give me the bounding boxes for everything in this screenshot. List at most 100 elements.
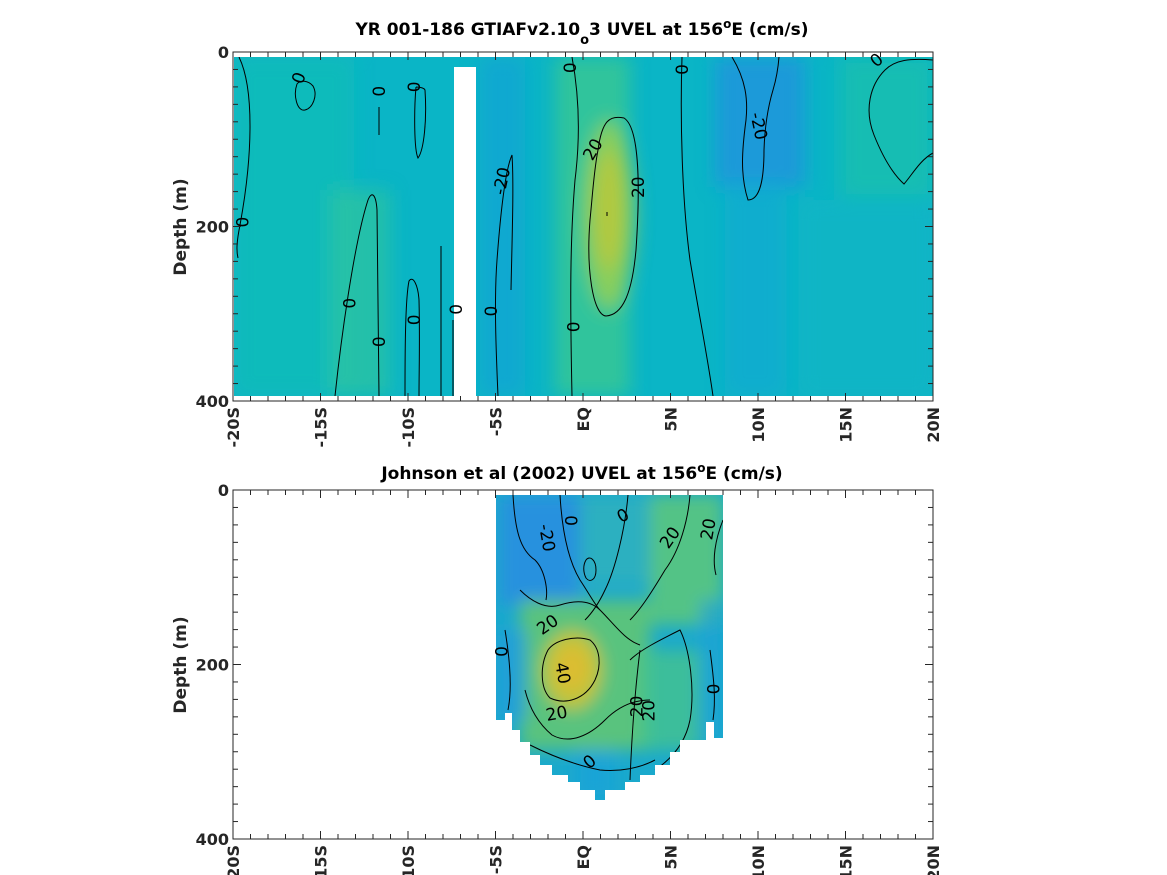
contour-label: 20 (629, 176, 649, 198)
x-tick-label: -20S (224, 845, 243, 875)
contour-label: 20 (627, 696, 647, 718)
y-tick-label: 400 (196, 392, 229, 411)
contour-line (713, 519, 723, 576)
heatmap-band (580, 495, 650, 585)
x-tick-label: -10S (399, 407, 418, 447)
heatmap-band (715, 57, 805, 187)
contour-label: 0 (704, 684, 724, 695)
contour-line (529, 744, 656, 771)
y-tick-label: 200 (196, 218, 229, 237)
contour-line (731, 57, 780, 201)
contour-label: 0 (447, 304, 467, 315)
title-part: o (580, 33, 589, 48)
title-part: o (697, 461, 705, 475)
x-tick-label: 5N (662, 407, 681, 432)
x-tick-label: 10N (749, 407, 768, 443)
y-tick-label: 200 (196, 656, 229, 675)
contour-lines (504, 495, 723, 781)
contour-line (524, 689, 651, 740)
contour-line (541, 637, 600, 702)
contour-label: 0 (405, 81, 425, 92)
contour-label: 0 (340, 298, 360, 309)
contour-line (583, 557, 597, 581)
title-part: YR 001-186 GTIAFv2.10 (354, 20, 580, 40)
x-tick-label: -20S (224, 407, 243, 447)
contour-label: 40 (550, 661, 573, 686)
x-tick-label: EQ (574, 407, 593, 432)
x-tick-label: 15N (837, 407, 856, 443)
x-tick-label: -15S (312, 407, 331, 447)
contour-line (629, 629, 693, 771)
title-part: Johnson et al (2002) UVEL at 156 (380, 464, 697, 484)
title-part: E (cm/s) (705, 464, 782, 484)
contour-line (570, 57, 579, 396)
contour-label: 0 (563, 515, 583, 526)
contour-line (404, 278, 420, 396)
heatmap-core (595, 150, 623, 270)
contour-line (559, 495, 601, 611)
x-tick-label: -10S (399, 845, 418, 875)
contour-line (519, 589, 641, 646)
y-axis-label: Depth (m) (171, 178, 191, 275)
contour-line (294, 80, 316, 111)
contour-line (504, 629, 511, 711)
heatmap-field (496, 495, 723, 800)
contour-line (584, 495, 629, 621)
x-tick-label: 15N (837, 845, 856, 875)
contour-line (588, 116, 639, 317)
x-tick-label: 5N (662, 845, 681, 870)
y-tick-label: 0 (218, 481, 229, 500)
contour-line (709, 649, 715, 721)
contour-label: -20 (534, 523, 559, 554)
heatmap-band (330, 190, 390, 396)
x-tick-label: 10N (749, 845, 768, 875)
x-tick-label: 20N (924, 845, 943, 875)
chart-title: Johnson et al (2002) UVEL at 156oE (cm/s… (380, 461, 782, 484)
heatmap-band (800, 200, 933, 396)
no-data-gap (454, 67, 476, 396)
contour-label: 20 (697, 517, 720, 542)
x-tick-label: -5S (487, 407, 506, 436)
contour-label: 0 (564, 321, 584, 332)
contour-line (236, 57, 251, 259)
heatmap-band (700, 600, 723, 740)
contour-line (512, 495, 548, 601)
x-tick-label: -15S (312, 845, 331, 875)
contour-line (629, 649, 641, 781)
contour-line (629, 495, 691, 621)
heatmap-field (234, 57, 933, 396)
contour-label: 0 (482, 306, 502, 317)
heatmap-band (840, 57, 933, 197)
y-tick-label: 0 (218, 43, 229, 62)
contour-line (680, 57, 714, 396)
heatmap-band (500, 495, 580, 605)
title-part: o (723, 17, 731, 31)
heatmap-band (480, 57, 525, 396)
y-axis-label: Depth (m) (171, 616, 191, 713)
chart-title: YR 001-186 GTIAFv2.10o3 UVEL at 156oE (c… (354, 17, 808, 48)
x-tick-label: 20N (924, 407, 943, 443)
heatmap-band (496, 630, 526, 720)
contour-label: 0 (370, 86, 390, 97)
title-part: 3 UVEL at 156 (589, 20, 723, 40)
contour-line (414, 86, 427, 159)
contour-label: 0 (493, 646, 513, 657)
contour-label: 20 (640, 700, 660, 722)
contour-lines (236, 57, 933, 396)
contour-label: 0 (673, 64, 693, 75)
contour-label: 0 (405, 314, 425, 325)
contour-label: 0 (370, 336, 390, 347)
contour-label: 0 (561, 62, 581, 73)
heatmap-core (556, 646, 588, 690)
contour-label: 20 (544, 703, 569, 726)
chart-observations: Johnson et al (2002) UVEL at 156oE (cm/s… (171, 461, 943, 875)
x-tick-label: EQ (574, 845, 593, 870)
contour-line (868, 58, 933, 185)
heatmap-band (725, 180, 785, 396)
contour-line (494, 154, 514, 396)
